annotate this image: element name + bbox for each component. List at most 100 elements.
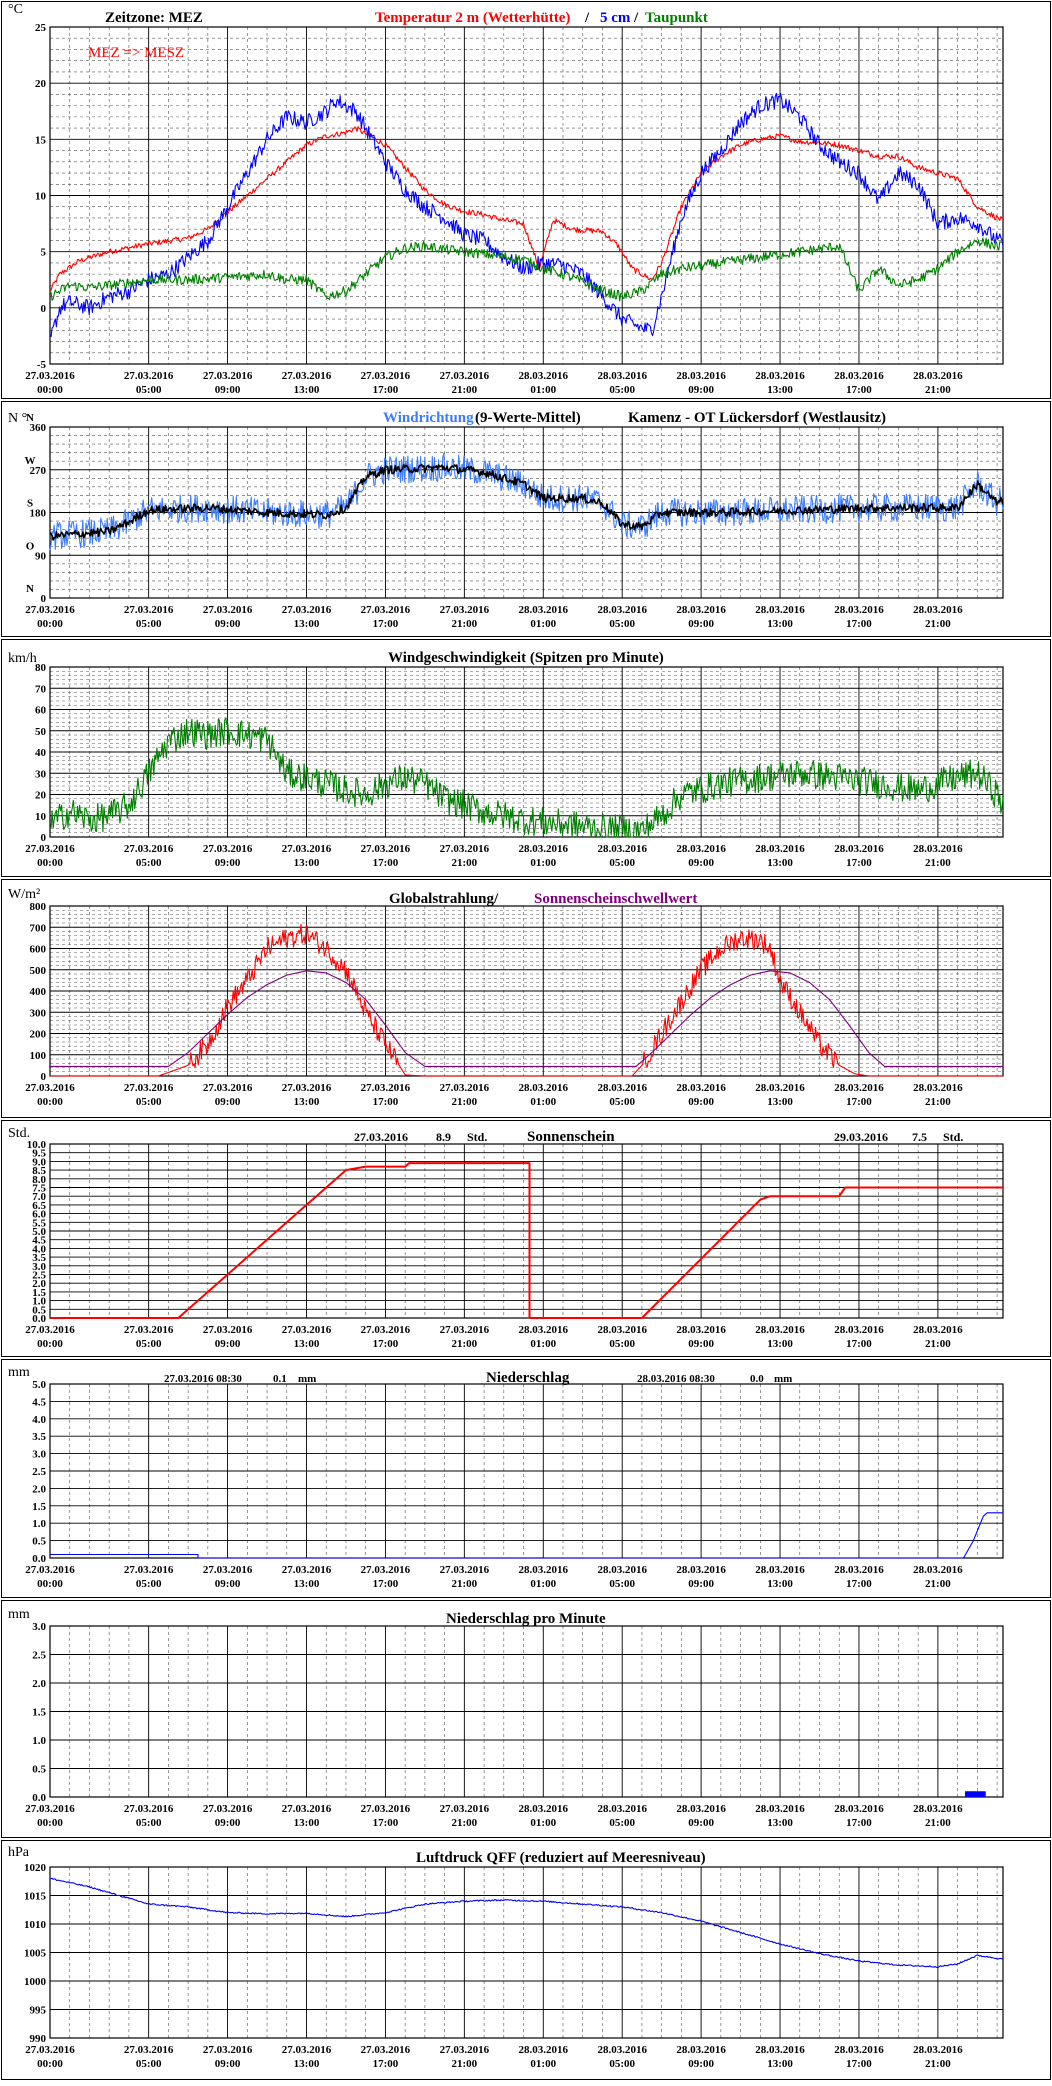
wind_dir-ytick-label: 0 <box>41 593 47 605</box>
pressure-xtick-time: 09:00 <box>215 2058 241 2070</box>
temp-xtick-time: 17:00 <box>373 384 399 396</box>
wind-speed-title: Windgeschwindigkeit (Spitzen pro Minute) <box>388 650 664 666</box>
precip-xtick-time: 05:00 <box>609 1578 635 1590</box>
pressure-xtick-time: 13:00 <box>767 2058 793 2070</box>
radiation-xtick-date: 28.03.2016 <box>676 1082 726 1094</box>
precip_min-xtick-date: 28.03.2016 <box>834 1803 884 1815</box>
precip_min-ytick-label: 3.0 <box>32 1621 46 1633</box>
sunshine-xtick-time: 00:00 <box>37 1338 63 1350</box>
precip_min-xtick-time: 17:00 <box>373 1817 399 1829</box>
wind_dir-panel: 090180270360NWSON27.03.201600:0027.03.20… <box>1 401 1051 637</box>
precip_min-xtick-time: 13:00 <box>294 1817 320 1829</box>
wind_speed-xtick-time: 17:00 <box>373 857 399 869</box>
radiation-xtick-time: 17:00 <box>373 1096 399 1108</box>
temp-xtick-time: 05:00 <box>136 384 162 396</box>
precip-frame <box>1 1359 1051 1598</box>
radiation-xtick-date: 28.03.2016 <box>755 1082 805 1094</box>
temp-5cm-legend: 5 cm <box>600 10 631 26</box>
radiation-ytick-label: 200 <box>30 1029 47 1041</box>
wind_speed-ytick-label: 80 <box>35 662 47 674</box>
wind_dir-ytick-label: 270 <box>30 465 47 477</box>
wind_dir-ytick-label: 90 <box>35 550 47 562</box>
sunshine-ytick-label: 3.0 <box>32 1261 46 1273</box>
temp-xtick-date: 27.03.2016 <box>25 370 75 382</box>
sunshine-xtick-time: 13:00 <box>767 1338 793 1350</box>
sunshine-day1-unit: Std. <box>467 1130 487 1144</box>
wind_dir-ytick-label: 360 <box>30 422 47 434</box>
precip-ytick-label: 2.5 <box>32 1466 46 1478</box>
pressure-xtick-time: 21:00 <box>925 2058 951 2070</box>
sunshine-xtick-date: 27.03.2016 <box>440 1324 490 1336</box>
precip-xtick-time: 00:00 <box>37 1578 63 1590</box>
precip_min-plot-border <box>49 1625 1004 1798</box>
precip_min-xtick-date: 28.03.2016 <box>519 1803 569 1815</box>
wind_speed-xtick-time: 05:00 <box>136 857 162 869</box>
precip-day1-value: 0.1 <box>273 1373 287 1385</box>
precip-ytick-label: 1.5 <box>32 1501 46 1513</box>
radiation-xtick-time: 13:00 <box>767 1096 793 1108</box>
sunshine-xtick-date: 28.03.2016 <box>519 1324 569 1336</box>
wind_dir-compass-label: N <box>26 412 34 424</box>
precip-xtick-date: 27.03.2016 <box>25 1564 75 1576</box>
temp-xtick-date: 28.03.2016 <box>834 370 884 382</box>
sunshine-xtick-time: 21:00 <box>452 1338 478 1350</box>
precip_min-xtick-date: 28.03.2016 <box>676 1803 726 1815</box>
temp-xtick-date: 28.03.2016 <box>597 370 647 382</box>
wind_dir-xtick-date: 27.03.2016 <box>361 604 411 616</box>
temp-plot-border <box>49 26 1004 365</box>
radiation-xtick-date: 27.03.2016 <box>440 1082 490 1094</box>
temp-ytick-label: 15 <box>35 134 47 146</box>
wind_speed-xtick-date: 28.03.2016 <box>913 843 963 855</box>
sunshine-ytick-label: 0.5 <box>32 1304 46 1316</box>
pressure-xtick-date: 28.03.2016 <box>755 2044 805 2056</box>
sunshine-ytick-label: 7.0 <box>32 1191 46 1203</box>
wind_speed-ytick-label: 30 <box>35 768 47 780</box>
sunshine-xtick-time: 17:00 <box>846 1338 872 1350</box>
wind_speed-xtick-time: 01:00 <box>530 857 556 869</box>
station-name: Kamenz - OT Lückersdorf (Westlausitz) <box>628 410 886 426</box>
wind_speed-xtick-time: 00:00 <box>37 857 63 869</box>
temp-xtick-date: 27.03.2016 <box>124 370 174 382</box>
wind_dir-xtick-time: 17:00 <box>846 618 872 630</box>
pressure-xtick-date: 27.03.2016 <box>25 2044 75 2056</box>
pressure-xtick-date: 28.03.2016 <box>676 2044 726 2056</box>
precip-xtick-time: 09:00 <box>688 1578 714 1590</box>
temp-series-line <box>49 126 1004 291</box>
precip_min-xtick-date: 28.03.2016 <box>755 1803 805 1815</box>
precip_min-ytick-label: 2.5 <box>32 1650 46 1662</box>
precip_min-bar <box>968 1791 972 1797</box>
radiation-xtick-date: 27.03.2016 <box>203 1082 253 1094</box>
precip_min-bar <box>978 1791 982 1797</box>
radiation-xtick-date: 27.03.2016 <box>124 1082 174 1094</box>
wind_dir-compass-label: S <box>27 498 33 510</box>
wind_dir-xtick-date: 27.03.2016 <box>124 604 174 616</box>
precip-xtick-date: 27.03.2016 <box>282 1564 332 1576</box>
temp-ytick-label: 0 <box>41 303 47 315</box>
precip-xtick-date: 28.03.2016 <box>519 1564 569 1576</box>
radiation-xtick-time: 13:00 <box>294 1096 320 1108</box>
radiation-xtick-time: 00:00 <box>37 1096 63 1108</box>
temp-xtick-date: 27.03.2016 <box>440 370 490 382</box>
sunshine-xtick-date: 27.03.2016 <box>361 1324 411 1336</box>
wind_dir-xtick-time: 00:00 <box>37 618 63 630</box>
sunshine-ytick-label: 6.5 <box>32 1200 46 1212</box>
sunshine-ytick-label: 7.5 <box>32 1183 46 1195</box>
temp-xtick-date: 28.03.2016 <box>913 370 963 382</box>
sunshine-day2-unit: Std. <box>943 1130 963 1144</box>
precip_min-xtick-date: 27.03.2016 <box>203 1803 253 1815</box>
precip-ytick-label: 4.0 <box>32 1414 46 1426</box>
precip-xtick-time: 13:00 <box>294 1578 320 1590</box>
wind_dir-plot-border <box>49 426 1004 599</box>
precip_min-xtick-time: 13:00 <box>767 1817 793 1829</box>
pressure-ytick-label: 1015 <box>24 1891 47 1903</box>
wind_speed-ytick-label: 40 <box>35 747 47 759</box>
wind_dir-frame <box>1 401 1051 637</box>
radiation-xtick-date: 28.03.2016 <box>519 1082 569 1094</box>
temp-unit-label: °C <box>8 2 23 17</box>
wind_speed-xtick-time: 09:00 <box>215 857 241 869</box>
temp-xtick-date: 28.03.2016 <box>755 370 805 382</box>
precip_min-xtick-time: 09:00 <box>688 1817 714 1829</box>
radiation-frame <box>1 879 1051 1118</box>
precip-xtick-time: 01:00 <box>530 1578 556 1590</box>
